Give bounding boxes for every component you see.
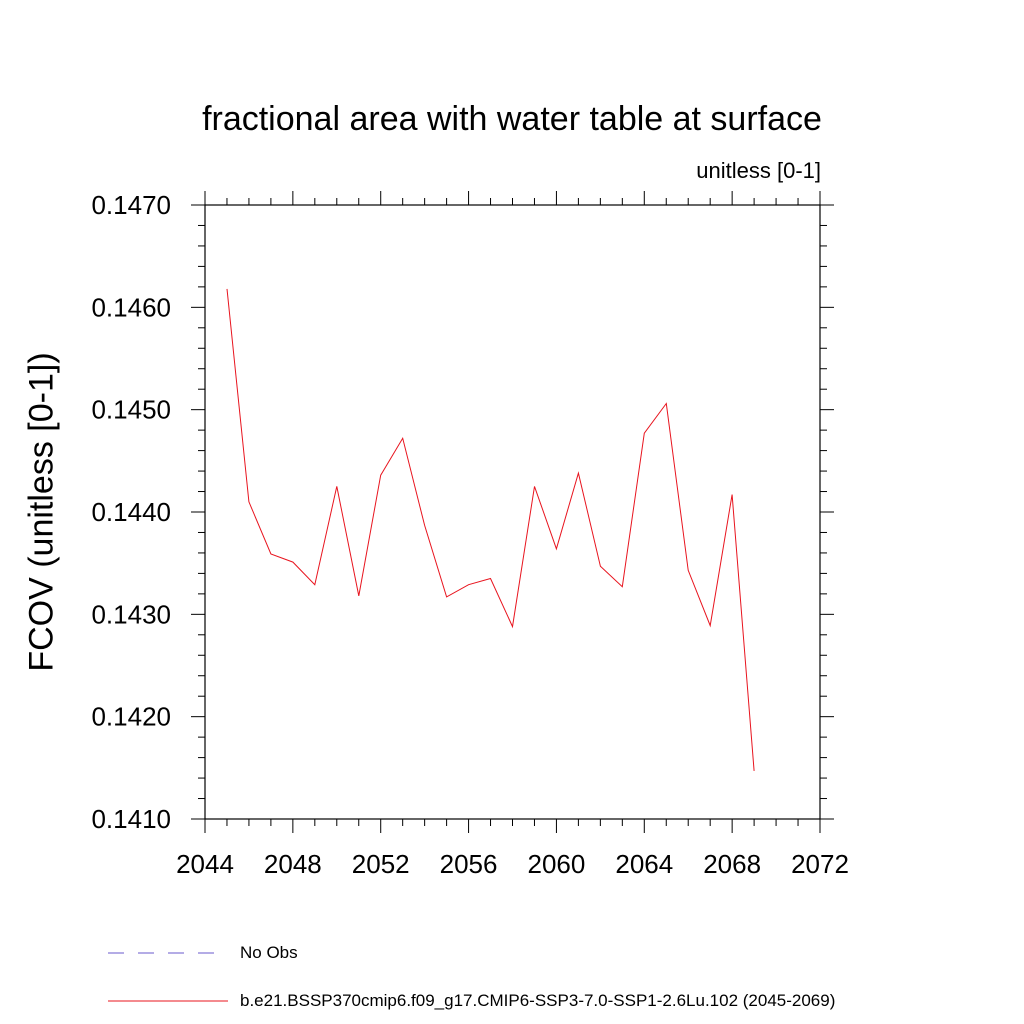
y-tick-label: 0.1450 <box>91 395 171 425</box>
x-tick-labels: 2044 2048 2052 2056 2060 2064 2068 2072 <box>176 849 849 879</box>
plot-frame <box>204 204 821 820</box>
legend-label-no-obs: No Obs <box>240 943 298 962</box>
x-tick-label: 2048 <box>264 849 322 879</box>
y-tick-label: 0.1470 <box>91 190 171 220</box>
y-tick-labels: 0.1410 0.1420 0.1430 0.1440 0.1450 0.1460 0.14… <box>91 190 171 834</box>
x-tick-label: 2052 <box>352 849 410 879</box>
legend-swatch-model <box>108 1000 228 1002</box>
x-tick-label: 2072 <box>791 849 849 879</box>
x-tick-label: 2068 <box>703 849 761 879</box>
y-tick-label: 0.1410 <box>91 804 171 834</box>
legend-item-model: b.e21.BSSP370cmip6.f09_g17.CMIP6-SSP3-7.… <box>108 989 835 1013</box>
legend-item-no-obs: No Obs <box>108 941 298 965</box>
legend-swatch-no-obs <box>108 952 218 954</box>
data-series <box>226 288 755 771</box>
x-tick-label: 2060 <box>528 849 586 879</box>
y-tick-label: 0.1430 <box>91 599 171 629</box>
axis-ticks <box>191 191 834 833</box>
chart-title: fractional area with water table at surf… <box>202 100 822 138</box>
x-tick-label: 2044 <box>176 849 234 879</box>
x-tick-label: 2064 <box>615 849 673 879</box>
y-tick-label: 0.1460 <box>91 292 171 322</box>
legend-label-model: b.e21.BSSP370cmip6.f09_g17.CMIP6-SSP3-7.… <box>240 991 836 1010</box>
y-tick-label: 0.1420 <box>91 702 171 732</box>
y-tick-label: 0.1440 <box>91 497 171 527</box>
x-tick-label: 2056 <box>440 849 498 879</box>
series-line <box>226 288 755 771</box>
units-label: unitless [0-1] <box>696 158 821 183</box>
